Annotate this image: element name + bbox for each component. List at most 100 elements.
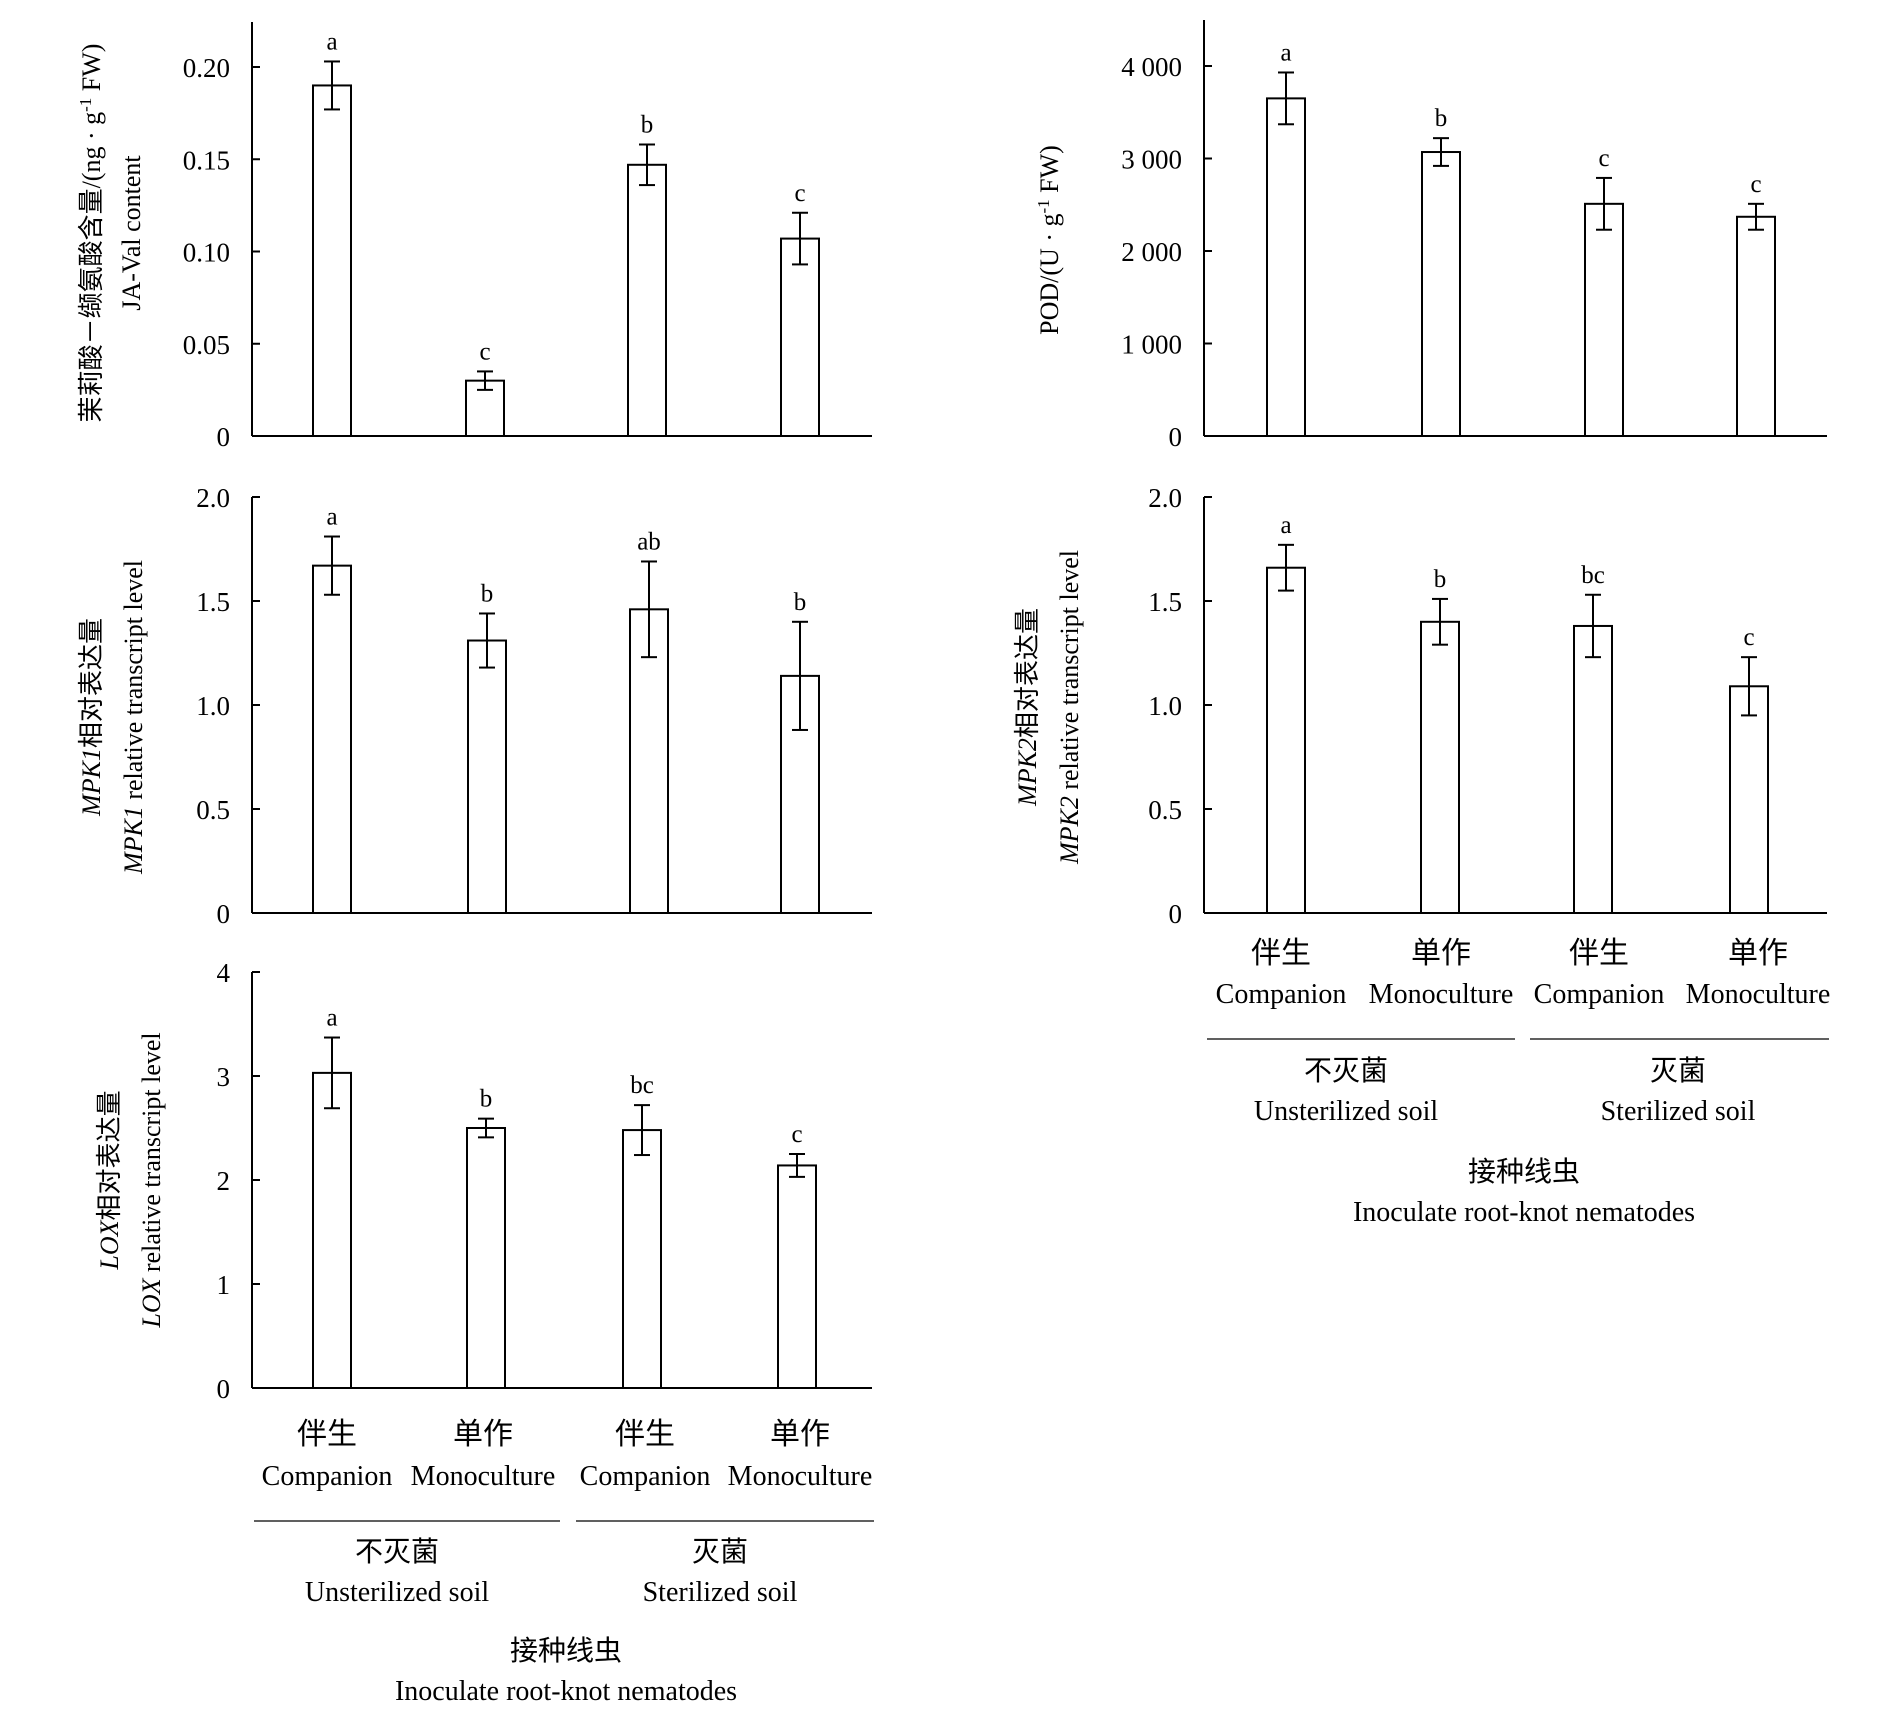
chart-panel-ja_val: 0 0.05 0.10 0.15 0.20 a c b c 茉莉酸－缬氨酸含量/(ng · g-1… [76, 22, 872, 452]
axis-label-part: POD/(U · g [1035, 214, 1064, 335]
significance-letter: c [791, 1121, 802, 1148]
x-labels-left: 伴生 Companion 单作 Monoculture 伴生 Companion 单作 Mon… [254, 1418, 874, 1707]
bar [1266, 97, 1306, 437]
y-tick-label: 2.0 [196, 483, 230, 513]
y-axis-label-en: MPK1 relative transcript level [119, 560, 148, 875]
y-tick-label: 1.0 [196, 691, 230, 721]
x-category-label-en: Companion [1534, 979, 1665, 1010]
y-tick-label: 0 [217, 899, 231, 929]
significance-letter: b [480, 1086, 493, 1113]
group-label-en: Unsterilized soil [1254, 1096, 1439, 1127]
y-tick-label: 2 000 [1121, 237, 1182, 267]
chart-panel-pod: 0 1 000 2 000 3 000 4 000 a b c c POD/(U · g-1 FW… [1034, 20, 1827, 452]
bar [777, 1164, 817, 1389]
y-axis-label-cn: MPK2相对表达量 [1013, 608, 1042, 807]
y-tick-label: 0.15 [183, 145, 230, 175]
bar [1421, 151, 1461, 437]
bar [1420, 620, 1460, 914]
axis-label-part: FW) [1035, 145, 1064, 199]
bar [1736, 215, 1776, 437]
y-tick-label: 1.5 [1148, 587, 1182, 617]
significance-letter: c [1743, 624, 1754, 651]
significance-letter: b [794, 589, 807, 616]
x-category-label-cn: 单作 [1728, 937, 1788, 970]
bar [627, 163, 667, 437]
axis-label-part: LOX [95, 1219, 124, 1270]
axis-label-part: -1 [76, 98, 95, 112]
axis-label-part: 相对表达量 [77, 618, 106, 748]
x-category-label-cn: 伴生 [1569, 937, 1629, 970]
significance-letter: a [1280, 512, 1291, 539]
axis-label-part: relative transcript level [1055, 550, 1084, 796]
y-tick-label: 0 [1169, 899, 1183, 929]
bar [1584, 202, 1624, 437]
y-tick-label: 4 [217, 958, 231, 988]
y-tick-label: 0.20 [183, 53, 230, 83]
group-label-en: Sterilized soil [643, 1577, 798, 1608]
treatment-label-cn: 接种线虫 [1468, 1156, 1580, 1188]
y-axis-label-cn: 茉莉酸－缬氨酸含量/(ng · g-1 FW) [76, 44, 107, 423]
x-category-label-en: Monoculture [411, 1461, 556, 1492]
x-category-label-en: Companion [262, 1461, 393, 1492]
y-tick-label: 0.5 [196, 795, 230, 825]
group-label-cn: 不灭菌 [355, 1536, 439, 1568]
bar [312, 1071, 352, 1389]
y-axis-label-en: POD/(U · g-1 FW) [1034, 145, 1065, 335]
axis-label-part: -1 [1034, 199, 1053, 213]
significance-letter: a [326, 504, 337, 531]
axis-label-part: MPK1 [119, 806, 148, 875]
group-label-cn: 灭菌 [1650, 1055, 1706, 1087]
axis-label-part: LOX [137, 1277, 166, 1328]
y-tick-label: 3 000 [1121, 145, 1182, 175]
bar [1266, 566, 1306, 914]
significance-letter: c [1598, 145, 1609, 172]
bar [629, 608, 669, 914]
bar [466, 1127, 506, 1389]
bar [622, 1129, 662, 1389]
axis-label-part: relative transcript level [119, 560, 148, 806]
bar [1729, 685, 1769, 915]
x-category-label-en: Monoculture [1686, 979, 1831, 1010]
y-axis-label-cn: MPK1相对表达量 [77, 618, 106, 817]
y-tick-label: 1.5 [196, 587, 230, 617]
treatment-label-cn: 接种线虫 [510, 1635, 622, 1667]
x-labels-right: 伴生 Companion 单作 Monoculture 伴生 Companion 单作 Mon… [1207, 937, 1830, 1228]
group-label-cn: 灭菌 [692, 1536, 748, 1568]
x-category-label-en: Companion [580, 1461, 711, 1492]
significance-letter: bc [630, 1072, 654, 1099]
treatment-label-en: Inoculate root-knot nematodes [1353, 1197, 1695, 1228]
y-tick-label: 4 000 [1121, 52, 1182, 82]
x-category-label-en: Monoculture [1369, 979, 1514, 1010]
axis-label-part: 相对表达量 [95, 1090, 124, 1220]
group-label-en: Sterilized soil [1601, 1096, 1756, 1127]
y-tick-label: 1 [217, 1270, 231, 1300]
y-tick-label: 0 [217, 1374, 231, 1404]
bar [312, 564, 352, 914]
significance-letter: c [794, 180, 805, 207]
y-tick-label: 1 000 [1121, 330, 1182, 360]
x-category-label-cn: 伴生 [1251, 937, 1311, 970]
y-axis-label-en: MPK2 relative transcript level [1055, 550, 1084, 865]
bar [780, 237, 820, 437]
treatment-label-en: Inoculate root-knot nematodes [395, 1676, 737, 1707]
axis-label-part: FW) [77, 44, 106, 98]
y-tick-label: 1.0 [1148, 691, 1182, 721]
y-tick-label: 0.05 [183, 330, 230, 360]
group-label-en: Unsterilized soil [305, 1577, 490, 1608]
x-category-label-en: Monoculture [728, 1461, 873, 1492]
significance-letter: c [1750, 171, 1761, 198]
significance-letter: a [326, 28, 337, 55]
y-tick-label: 2.0 [1148, 483, 1182, 513]
x-category-label-cn: 单作 [1411, 937, 1471, 970]
significance-letter: c [479, 338, 490, 365]
significance-letter: ab [637, 528, 661, 555]
axis-label-part: MPK2 [1055, 796, 1084, 865]
y-axis-label-en: JA-Val content [117, 155, 146, 311]
y-tick-label: 0.5 [1148, 795, 1182, 825]
y-axis-label-en: LOX relative transcript level [137, 1032, 166, 1328]
bar [1573, 624, 1613, 915]
x-category-label-cn: 单作 [453, 1418, 513, 1451]
